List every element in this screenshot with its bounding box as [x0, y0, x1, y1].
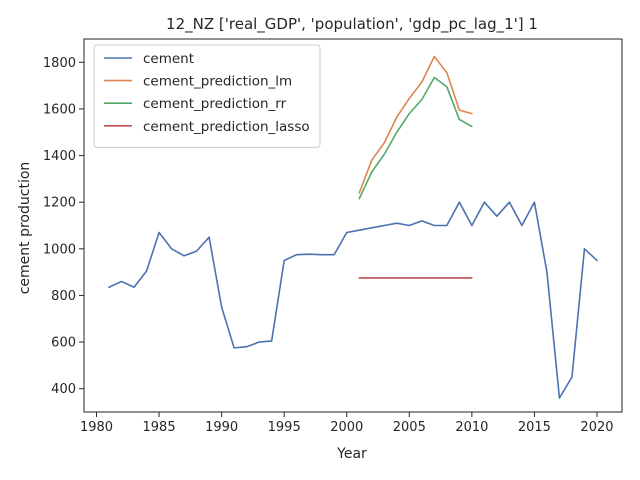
x-tick-label: 2010 — [455, 420, 488, 435]
y-tick-label: 1800 — [43, 56, 76, 71]
x-tick-label: 1985 — [143, 420, 176, 435]
y-tick-label: 600 — [51, 336, 76, 351]
legend-label: cement_prediction_lasso — [143, 119, 310, 135]
legend-label: cement_prediction_lm — [143, 74, 292, 90]
axes-frame — [83, 38, 623, 413]
series-line-cement-prediction-lm — [358, 55, 473, 194]
x-axis-title: Year — [336, 446, 367, 462]
y-tick-label: 400 — [51, 382, 76, 397]
y-axis-title: cement production — [17, 162, 33, 295]
y-tick-label: 1200 — [43, 196, 76, 211]
y-axis: 400 600 800 1000 1200 1400 1600 1800 — [43, 56, 84, 397]
chart-title: 12_NZ ['real_GDP', 'population', 'gdp_pc… — [166, 15, 538, 34]
y-tick-label: 800 — [51, 289, 76, 304]
y-tick-label: 1400 — [43, 149, 76, 164]
legend-label: cement — [143, 51, 194, 67]
legend: cement cement_prediction_lm cement_predict… — [93, 44, 321, 148]
plot-area — [108, 55, 598, 399]
x-tick-label: 2005 — [393, 420, 426, 435]
legend-label: cement_prediction_rr — [143, 96, 287, 112]
legend-box — [93, 44, 321, 148]
x-tick-label: 2000 — [330, 420, 363, 435]
y-tick-label: 1600 — [43, 102, 76, 117]
x-tick-label: 2020 — [580, 420, 613, 435]
x-tick-label: 1995 — [268, 420, 301, 435]
x-tick-label: 2015 — [518, 420, 551, 435]
series-line-cement — [108, 201, 598, 399]
y-tick-label: 1000 — [43, 242, 76, 257]
x-axis: 1980 1985 1990 1995 2000 2005 2010 2015 2020 — [80, 412, 614, 435]
x-tick-label: 1990 — [205, 420, 238, 435]
series-line-cement-prediction-rr — [358, 76, 473, 200]
x-tick-label: 1980 — [80, 420, 113, 435]
